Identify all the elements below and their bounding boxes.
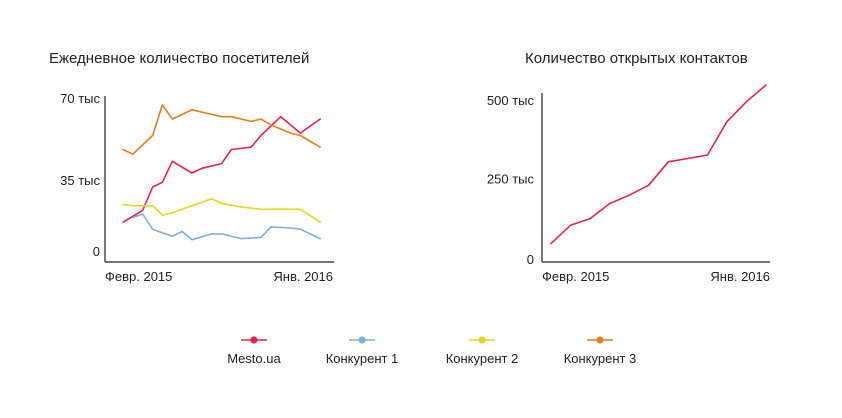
y-tick-label: 0 xyxy=(93,244,100,259)
legend-label: Конкурент 3 xyxy=(563,351,637,366)
legend-marker xyxy=(241,336,267,344)
x-tick-label: Янв. 2016 xyxy=(710,269,770,284)
y-tick-label: 35 тыс xyxy=(60,173,100,188)
legend-item-competitor-1: Конкурент 1 xyxy=(297,335,427,366)
y-tick-label: 250 тыс xyxy=(487,172,535,187)
series-line xyxy=(122,104,321,155)
series-line xyxy=(550,84,767,245)
legend-item-mesto: Mesto.ua xyxy=(189,335,319,366)
y-tick-label: 500 тыс xyxy=(487,93,535,108)
legend-dot xyxy=(478,336,486,344)
legend-label: Mesto.ua xyxy=(227,351,281,366)
chart-plot-area: 500 тыс 250 тыс 0 Февр. 2015 Янв. 2016 xyxy=(487,84,770,284)
legend-dot xyxy=(596,336,604,344)
chart-plot-area: 70 тыс 35 тыс 0 Февр. 2015 Янв. 2016 xyxy=(60,91,334,284)
series-line xyxy=(122,197,321,223)
legend: Mesto.ua Конкурент 1 Конкурент 2 Конкуре… xyxy=(0,335,842,375)
series-line xyxy=(122,115,321,223)
y-tick-label: 70 тыс xyxy=(60,91,100,106)
legend-label: Конкурент 1 xyxy=(325,351,399,366)
legend-label: Конкурент 2 xyxy=(445,351,519,366)
x-tick-label: Янв. 2016 xyxy=(273,269,333,284)
legend-item-competitor-2: Конкурент 2 xyxy=(417,335,547,366)
x-tick-label: Февр. 2015 xyxy=(542,269,609,284)
legend-item-competitor-3: Конкурент 3 xyxy=(535,335,665,366)
legend-marker xyxy=(587,336,613,344)
chart-open-contacts: Количество открытых контактов 500 тыс 250… xyxy=(421,0,842,300)
chart-daily-visitors: Ежедневное количество посетителей 70 тыс… xyxy=(0,0,421,300)
series-line xyxy=(132,213,321,241)
y-tick-label: 0 xyxy=(527,252,534,267)
legend-dot xyxy=(250,336,258,344)
legend-dot xyxy=(358,336,366,344)
x-tick-label: Февр. 2015 xyxy=(105,269,172,284)
chart-title: Количество открытых контактов xyxy=(525,50,748,67)
legend-marker xyxy=(469,336,495,344)
chart-title: Ежедневное количество посетителей xyxy=(49,50,310,67)
legend-marker xyxy=(349,336,375,344)
